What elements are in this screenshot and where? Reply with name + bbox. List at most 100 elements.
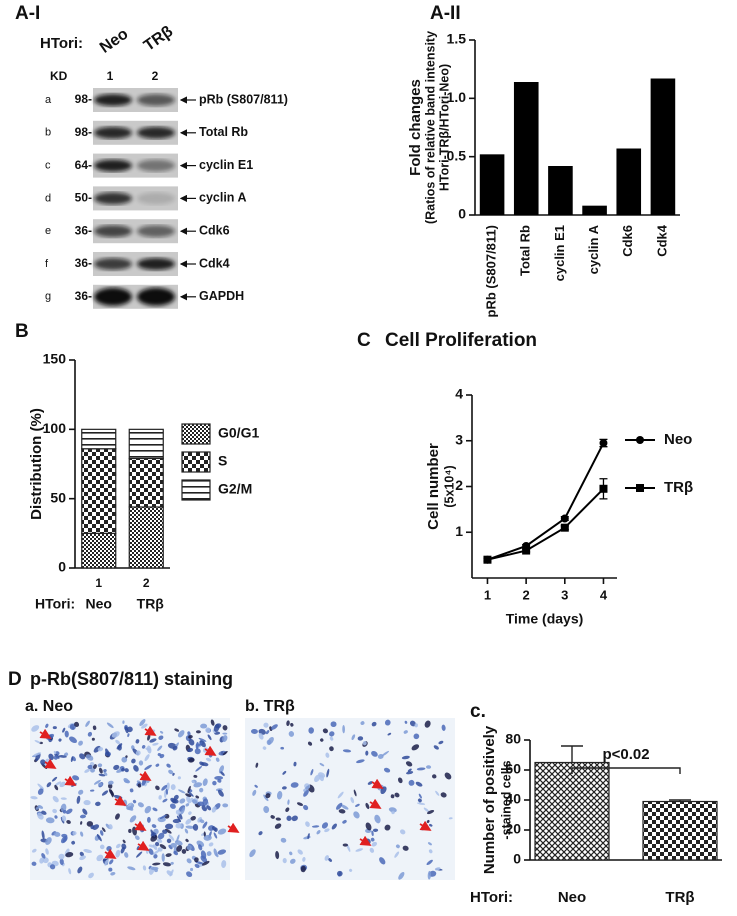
cell — [147, 816, 151, 823]
cell — [390, 794, 395, 799]
cell — [365, 822, 372, 831]
cell — [173, 850, 179, 856]
cell — [170, 861, 174, 865]
legend-label: S — [218, 453, 227, 469]
cell — [300, 865, 306, 873]
cell — [321, 822, 329, 829]
cell — [97, 747, 104, 752]
cell — [129, 815, 137, 823]
cell — [157, 753, 162, 757]
cell — [127, 866, 136, 871]
cell — [98, 773, 106, 777]
cell — [186, 871, 193, 878]
cell — [217, 789, 224, 797]
cell — [165, 788, 169, 795]
red-arrow — [359, 835, 372, 846]
legend-label: Neo — [664, 431, 692, 448]
error-bar — [669, 799, 691, 802]
cell — [293, 761, 297, 767]
mw-marker: 64- — [75, 158, 92, 172]
cell — [198, 844, 203, 851]
cell — [383, 767, 391, 773]
bar — [513, 82, 539, 215]
cell — [308, 727, 314, 734]
cell — [190, 815, 196, 821]
cell — [124, 726, 129, 734]
cell — [342, 820, 347, 824]
cell — [263, 722, 269, 728]
cell — [31, 725, 40, 732]
cell — [362, 740, 367, 746]
cell — [113, 764, 120, 770]
cell — [405, 761, 413, 767]
cell — [398, 871, 405, 880]
cell — [282, 770, 287, 775]
cell — [165, 853, 172, 857]
cell — [402, 845, 409, 851]
cell — [45, 817, 55, 824]
cell — [184, 828, 189, 834]
lane-number: 2 — [152, 69, 159, 83]
cell — [52, 796, 59, 803]
red-arrow — [134, 820, 147, 831]
cell — [105, 748, 110, 757]
cell — [195, 766, 203, 772]
cell — [281, 786, 287, 790]
cell — [103, 769, 107, 773]
band — [137, 287, 175, 306]
cell — [187, 731, 191, 736]
cell — [331, 823, 337, 830]
mw-marker: 50- — [75, 191, 92, 205]
cell — [199, 819, 205, 824]
cell — [377, 754, 384, 759]
cell — [329, 746, 334, 752]
cell — [108, 867, 113, 872]
cell — [122, 839, 126, 844]
cell — [198, 742, 203, 746]
cell — [413, 733, 420, 740]
cell — [194, 863, 200, 869]
cell — [432, 774, 437, 779]
cell — [185, 825, 195, 829]
cell — [100, 830, 104, 836]
cell — [37, 788, 44, 795]
cell — [158, 735, 164, 740]
cell — [205, 757, 212, 762]
cell — [53, 750, 57, 755]
cell — [91, 737, 95, 741]
cell — [124, 768, 129, 773]
cell — [176, 815, 182, 823]
cell — [53, 831, 61, 837]
bar — [548, 166, 573, 215]
x-tick-label: Neo — [558, 889, 586, 906]
red-arrow — [204, 745, 217, 756]
chart-label: A-II — [430, 3, 461, 24]
cell — [60, 797, 67, 800]
cell — [53, 755, 59, 760]
cell — [286, 815, 292, 821]
cell — [307, 833, 310, 840]
cell — [282, 857, 287, 864]
cell — [90, 825, 95, 830]
cell — [255, 762, 259, 768]
bar — [582, 205, 607, 215]
cell — [169, 803, 176, 809]
cell — [148, 844, 155, 848]
bar-segment — [128, 457, 164, 508]
legend-swatch — [181, 423, 211, 445]
cell — [173, 794, 179, 800]
cell — [185, 793, 192, 798]
cell — [355, 803, 360, 807]
cell — [178, 789, 186, 794]
line — [487, 488, 605, 561]
cell — [135, 739, 140, 744]
point — [599, 484, 608, 493]
cell — [52, 726, 57, 730]
cell — [338, 809, 346, 814]
cell — [371, 721, 377, 727]
cell — [108, 824, 113, 830]
image-label: b. TRβ — [245, 698, 295, 715]
bar-segment — [81, 428, 117, 450]
band — [137, 258, 175, 270]
cell — [441, 724, 446, 731]
